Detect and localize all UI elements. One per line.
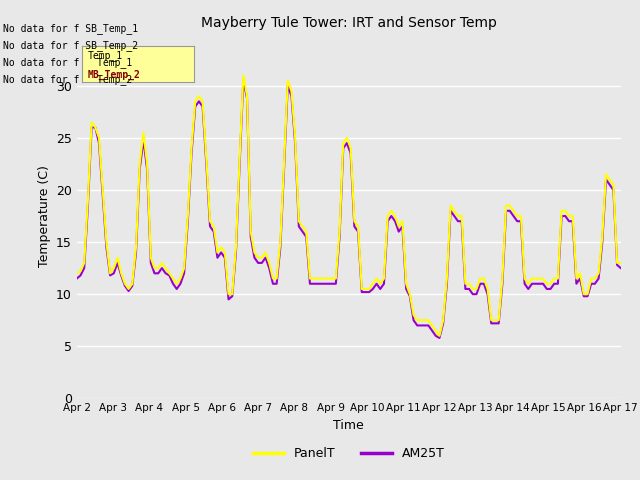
X-axis label: Time: Time bbox=[333, 419, 364, 432]
Text: No data for f   Temp_2: No data for f Temp_2 bbox=[3, 73, 132, 84]
Title: Mayberry Tule Tower: IRT and Sensor Temp: Mayberry Tule Tower: IRT and Sensor Temp bbox=[201, 16, 497, 30]
Text: No data for f SB_Temp_1: No data for f SB_Temp_1 bbox=[3, 23, 138, 34]
Text: No data for f SB_Temp_2: No data for f SB_Temp_2 bbox=[3, 40, 138, 51]
Y-axis label: Temperature (C): Temperature (C) bbox=[38, 165, 51, 267]
Text: Temp_1: Temp_1 bbox=[88, 50, 123, 61]
Legend: PanelT, AM25T: PanelT, AM25T bbox=[248, 442, 450, 465]
Text: No data for f   Temp_1: No data for f Temp_1 bbox=[3, 57, 132, 68]
Text: MB_Temp_2: MB_Temp_2 bbox=[88, 70, 140, 80]
